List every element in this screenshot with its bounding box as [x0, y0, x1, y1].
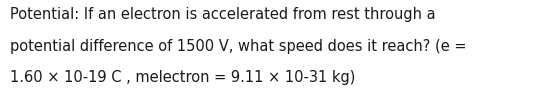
- Text: 1.60 × 10-19 C , melectron = 9.11 × 10-31 kg): 1.60 × 10-19 C , melectron = 9.11 × 10-3…: [10, 70, 355, 85]
- Text: potential difference of 1500 V, what speed does it reach? (e =: potential difference of 1500 V, what spe…: [10, 39, 466, 54]
- Text: Potential: If an electron is accelerated from rest through a: Potential: If an electron is accelerated…: [10, 7, 436, 22]
